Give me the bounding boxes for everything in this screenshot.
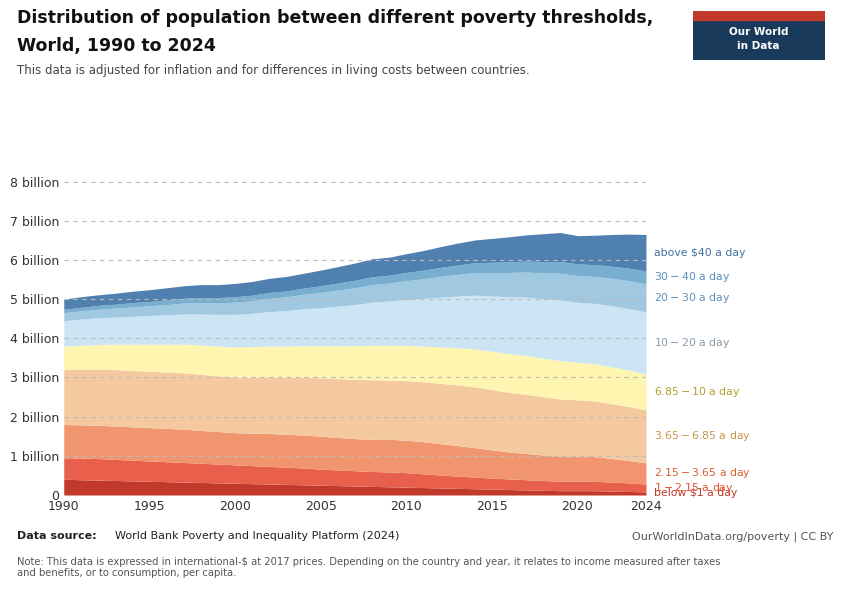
Bar [693,11,824,20]
Text: Our World: Our World [728,27,788,37]
Text: in Data: in Data [737,41,779,51]
Text: World, 1990 to 2024: World, 1990 to 2024 [17,37,216,55]
Text: Note: This data is expressed in international-$ at 2017 prices. Depending on the: Note: This data is expressed in internat… [17,557,721,578]
Text: Data source:: Data source: [17,531,100,541]
Text: This data is adjusted for inflation and for differences in living costs between : This data is adjusted for inflation and … [17,64,530,77]
Text: $1-$2.15 a day: $1-$2.15 a day [654,481,734,495]
Text: World Bank Poverty and Inequality Platform (2024): World Bank Poverty and Inequality Platfo… [115,531,399,541]
Text: above $40 a day: above $40 a day [654,248,745,257]
Text: $30-$40 a day: $30-$40 a day [654,271,731,284]
Text: Distribution of population between different poverty thresholds,: Distribution of population between diffe… [17,9,654,27]
Text: below $1 a day: below $1 a day [654,488,738,499]
Text: $6.85-$10 a day: $6.85-$10 a day [654,385,740,399]
Text: $20-$30 a day: $20-$30 a day [654,291,731,305]
Text: $10-$20 a day: $10-$20 a day [654,336,731,350]
Text: $2.15-$3.65 a day: $2.15-$3.65 a day [654,466,751,481]
Text: $3.65-$6.85 a day: $3.65-$6.85 a day [654,430,751,443]
Text: OurWorldInData.org/poverty | CC BY: OurWorldInData.org/poverty | CC BY [632,531,833,541]
